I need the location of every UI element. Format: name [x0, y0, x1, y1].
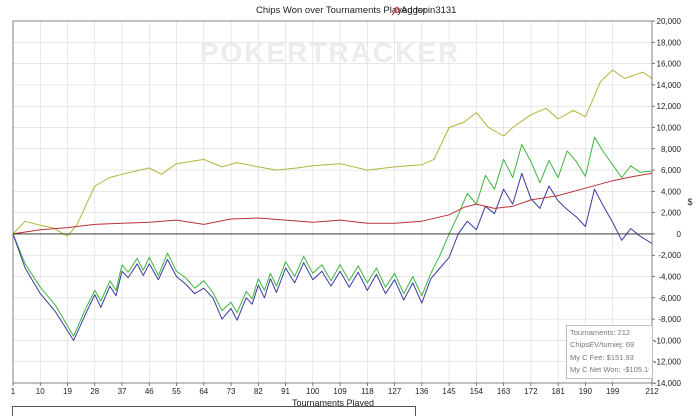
x-tick-label: 19 [63, 387, 72, 396]
x-tick-label: 28 [90, 387, 99, 396]
x-tick-label: 127 [388, 387, 402, 396]
stat-chipsev: ChipsEV/turniej: 69 [570, 340, 635, 350]
x-tick-label: 172 [524, 387, 538, 396]
y-tick-label: 20,000 [657, 17, 682, 26]
y-tick-label: -2,000 [658, 251, 681, 260]
y-tick-label: 18,000 [657, 38, 682, 47]
x-tick-label: 154 [470, 387, 484, 396]
y-tick-label: -12,000 [654, 358, 682, 367]
legend-box [12, 406, 416, 416]
grid-lines [12, 20, 653, 384]
y-tick-label: 2,000 [661, 209, 682, 218]
y-tick-label: 16,000 [657, 60, 682, 69]
chart-title: Chips Won over Tournaments Played for [256, 5, 426, 16]
x-tick-label: 145 [442, 387, 456, 396]
player-name: Aggspin3131 [401, 5, 456, 16]
y-tick-label: 4,000 [661, 187, 682, 196]
stats-box: Tournaments: 212 ChipsEV/turniej: 69 My … [566, 325, 653, 379]
x-tick-label: 163 [497, 387, 511, 396]
chart-title-prefix: Chips Won over Tournaments Played for [256, 5, 426, 16]
y-tick-label: 8,000 [661, 145, 682, 154]
x-tick-label: 190 [579, 387, 593, 396]
pokertracker-watermark: POKERTRACKER [200, 37, 460, 68]
y-tick-label: -6,000 [658, 294, 681, 303]
x-tick-label: 212 [645, 387, 659, 396]
y-tick-label: -4,000 [658, 273, 681, 282]
series-line-2 [12, 136, 653, 337]
y-tick-label: -8,000 [658, 315, 681, 324]
x-tick-label: 1 [11, 387, 16, 396]
y-tick-label: 14,000 [657, 81, 682, 90]
y-tick-label: 0 [677, 230, 682, 239]
series-line-4 [12, 172, 653, 235]
stat-fee: My C Fee: $151.93 [570, 352, 634, 362]
x-tick-label: 82 [254, 387, 263, 396]
x-tick-label: 46 [145, 387, 154, 396]
plot-frame [12, 20, 653, 384]
y-axis-label: $ [687, 197, 692, 207]
x-tick-label: 64 [199, 387, 208, 396]
y-tick-label: 12,000 [657, 102, 682, 111]
x-tick-label: 181 [551, 387, 565, 396]
x-axis-ticks: 1 10 19 28 37 46 55 64 73 82 91 100 109 118 127 136 145 1… [11, 383, 659, 396]
x-tick-label: 199 [606, 387, 620, 396]
y-tick-label: -14,000 [654, 379, 682, 388]
x-tick-label: 118 [361, 387, 374, 396]
player-flag-icon [391, 6, 401, 16]
x-axis-label: Tournaments Played [292, 398, 374, 408]
series-lines [12, 69, 653, 341]
stat-tournaments: Tournaments: 212 [570, 328, 631, 337]
x-tick-label: 136 [415, 387, 429, 396]
x-tick-label: 73 [227, 387, 236, 396]
x-tick-label: 91 [281, 387, 290, 396]
y-tick-label: 6,000 [661, 166, 682, 175]
y-axis-ticks: -14,000 -12,000 -10,000 -8,000 -6,000 -4,000 -… [652, 17, 682, 388]
stat-net-won: My C Net Won: -$105.19 [570, 364, 649, 374]
x-tick-label: 100 [306, 387, 320, 396]
x-tick-label: 37 [118, 387, 127, 396]
x-tick-label: 109 [333, 387, 347, 396]
x-tick-label: 55 [172, 387, 181, 396]
y-tick-label: 10,000 [657, 123, 682, 132]
series-line-3 [12, 172, 653, 341]
y-tick-label: -10,000 [654, 336, 682, 345]
series-line-1 [12, 69, 653, 237]
x-tick-label: 10 [36, 387, 45, 396]
